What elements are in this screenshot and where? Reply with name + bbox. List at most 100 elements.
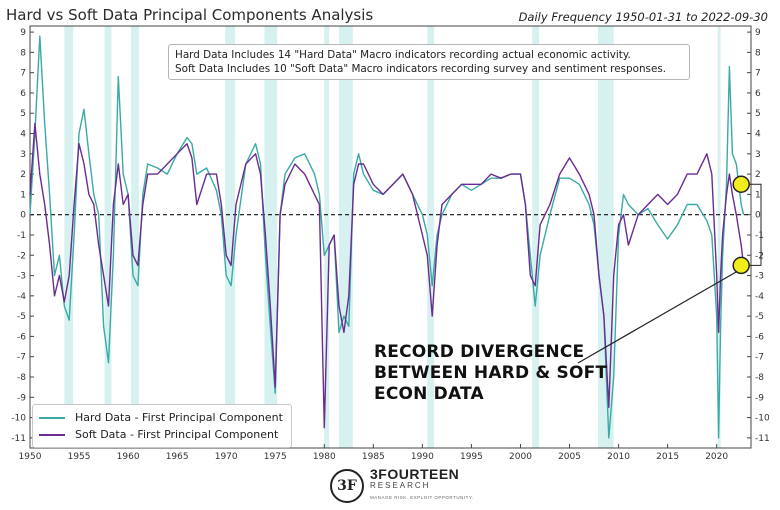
recession-band (717, 26, 721, 448)
x-tick-label: 1955 (68, 452, 91, 462)
y-tick-label-right: -5 (755, 312, 764, 322)
soft-highlight-marker (732, 256, 750, 275)
recession-band (597, 26, 614, 448)
recession-band (339, 26, 353, 448)
recession-band (131, 26, 139, 448)
x-tick-label: 2005 (558, 452, 581, 462)
date-range: Daily Frequency 1950-01-31 to 2022-09-30 (518, 10, 768, 24)
y-tick-label-left: -5 (17, 312, 26, 322)
y-tick-label-left: 4 (20, 130, 26, 140)
y-tick-label-right: -4 (755, 292, 764, 302)
recession-band (64, 26, 74, 448)
x-tick-label: 1985 (362, 452, 385, 462)
logo-sub: RESEARCH (370, 481, 431, 490)
y-tick-label-right: 2 (755, 170, 761, 180)
y-tick-label-left: 2 (20, 170, 26, 180)
y-tick-label-left: -3 (17, 272, 26, 282)
x-tick-label: 1980 (313, 452, 336, 462)
x-tick-label: 1975 (264, 452, 287, 462)
logo-tagline: MANAGE RISK. EXPLOIT OPPORTUNITY. (370, 495, 474, 500)
divergence-annotation: RECORD DIVERGENCE BETWEEN HARD & SOFT EC… (374, 342, 607, 405)
annotation-line-1: RECORD DIVERGENCE (374, 342, 585, 362)
y-tick-label-right: -11 (755, 434, 770, 444)
legend-label-soft: Soft Data - First Principal Component (75, 428, 279, 441)
series-lines (29, 35, 745, 439)
y-tick-label-left: -11 (11, 434, 26, 444)
x-tick-label: 1970 (215, 452, 238, 462)
annotation-pointer (577, 270, 738, 364)
y-tick-label-left: 1 (20, 190, 26, 200)
y-tick-label-right: 6 (755, 89, 761, 99)
recession-band (225, 26, 236, 448)
y-tick-label-right: -8 (755, 373, 764, 383)
recession-shading (64, 26, 721, 448)
y-tick-label-left: -7 (17, 353, 26, 363)
x-tick-label: 2020 (705, 452, 728, 462)
soft-data-line (29, 122, 745, 429)
y-tick-label-left: 7 (20, 69, 26, 79)
legend-item-soft: Soft Data - First Principal Component (39, 426, 285, 443)
recession-band (104, 26, 112, 448)
y-tick-label-right: -7 (755, 353, 764, 363)
x-tick-label: 1965 (166, 452, 189, 462)
y-tick-label-right: 4 (755, 130, 761, 140)
y-tick-label-right: 1 (755, 190, 761, 200)
logo-mark-icon: 3F (330, 469, 364, 503)
annotation-marks (577, 175, 762, 364)
y-tick-label-right: 0 (755, 211, 761, 221)
note-line-2: Soft Data Includes 10 "Soft Data" Macro … (175, 63, 667, 75)
x-tick-label: 2015 (656, 452, 679, 462)
y-tick-label-right: -10 (755, 414, 770, 424)
y-tick-label-left: -2 (17, 251, 26, 261)
y-tick-label-right: 7 (755, 69, 761, 79)
y-tick-label-right: -2 (755, 251, 764, 261)
y-tick-label-right: -3 (755, 272, 764, 282)
x-tick-label: 2000 (509, 452, 532, 462)
y-tick-label-left: -8 (17, 373, 26, 383)
recession-band (427, 26, 435, 448)
y-tick-label-right: 9 (755, 28, 761, 38)
legend-swatch-hard (39, 416, 65, 419)
x-tick-label: 1960 (117, 452, 140, 462)
y-tick-label-right: 5 (755, 109, 761, 119)
y-tick-label-left: -1 (17, 231, 26, 241)
hard-data-line (29, 35, 745, 439)
y-tick-label-left: 8 (20, 48, 26, 58)
y-tick-label-right: -1 (755, 231, 764, 241)
y-tick-label-left: 9 (20, 28, 26, 38)
x-tick-label: 1990 (411, 452, 434, 462)
y-tick-label-right: -9 (755, 393, 764, 403)
y-tick-label-left: -10 (11, 414, 26, 424)
y-tick-label-left: -9 (17, 393, 26, 403)
hard-highlight-marker (732, 175, 750, 193)
y-ticks: -11 -11-10 -10-9 -9-8 -8-7 -7-6 -6-5 -5-4 -4-3 -3… (11, 28, 770, 444)
annotation-line-2: BETWEEN HARD & SOFT (374, 363, 608, 383)
x-tick-label: 2010 (607, 452, 630, 462)
note-line-1: Hard Data Includes 14 "Hard Data" Macro … (175, 49, 631, 61)
y-tick-label-left: 0 (20, 211, 26, 221)
recession-band (264, 26, 278, 448)
legend-item-hard: Hard Data - First Principal Component (39, 409, 285, 426)
y-tick-label-right: -6 (755, 332, 764, 342)
y-tick-label-right: 3 (755, 150, 761, 160)
annotation-line-3: ECON DATA (374, 384, 484, 404)
plot-frame (29, 25, 752, 449)
divergence-bracket (749, 183, 762, 266)
y-tick-label-left: 6 (20, 89, 26, 99)
recession-band (324, 26, 330, 448)
y-tick-label-left: 5 (20, 109, 26, 119)
y-tick-label-right: 8 (755, 48, 761, 58)
y-tick-label-left: -4 (17, 292, 26, 302)
logo-name: 3FOURTEEN (370, 466, 460, 482)
chart-title: Hard vs Soft Data Principal Components A… (6, 6, 374, 24)
legend-swatch-soft (39, 433, 65, 436)
legend-label-hard: Hard Data - First Principal Component (75, 411, 283, 424)
brand-logo: 3F 3FOURTEEN RESEARCH MANAGE RISK. EXPLO… (330, 466, 474, 504)
data-description-box: Hard Data Includes 14 "Hard Data" Macro … (168, 44, 690, 80)
y-tick-label-left: -6 (17, 332, 26, 342)
recession-band (532, 26, 540, 448)
x-tick-label: 1950 (19, 452, 42, 462)
legend: Hard Data - First Principal Component So… (32, 404, 292, 448)
x-tick-label: 1995 (460, 452, 483, 462)
